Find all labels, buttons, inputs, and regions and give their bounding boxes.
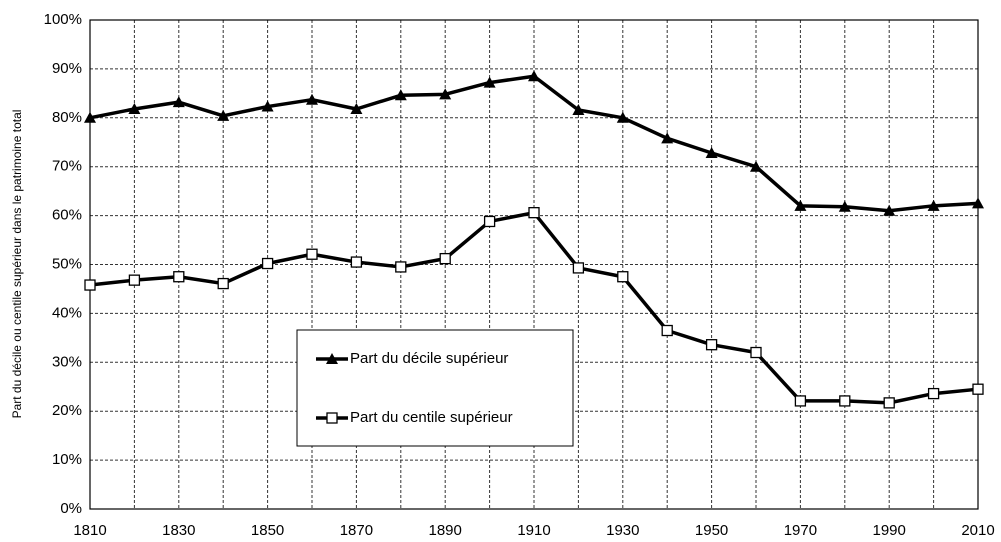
y-tick-label: 30% (52, 353, 82, 370)
triangle-marker (927, 199, 940, 211)
square-marker (794, 395, 807, 407)
square-marker (326, 412, 338, 424)
legend-box (296, 329, 574, 447)
legend-label: Part du décile supérieur (350, 350, 508, 367)
plot-frame (89, 19, 979, 510)
triangle-marker (128, 102, 141, 114)
square-marker (217, 277, 229, 290)
square-marker (395, 261, 407, 273)
x-tick-label: 1910 (517, 522, 550, 539)
square-marker (528, 207, 540, 219)
square-marker (84, 279, 96, 291)
square-marker (173, 271, 185, 283)
square-marker (128, 274, 141, 286)
triangle-marker (572, 103, 585, 115)
x-tick-label: 1950 (695, 522, 728, 539)
legend-label: Part du centile supérieur (350, 409, 513, 426)
x-tick-label: 1990 (873, 522, 906, 539)
square-marker (883, 397, 895, 409)
square-marker (750, 346, 762, 359)
x-tick-label: 1890 (429, 522, 462, 539)
x-tick-label: 1830 (162, 522, 195, 539)
square-marker (261, 257, 274, 270)
y-tick-label: 10% (52, 451, 82, 468)
triangle-marker (794, 199, 807, 211)
x-tick-label: 1930 (606, 522, 639, 539)
triangle-marker (883, 204, 896, 216)
triangle-marker (217, 109, 230, 121)
triangle-marker (838, 200, 851, 212)
triangle-marker (326, 353, 338, 364)
y-tick-label: 50% (52, 255, 82, 272)
y-tick-label: 60% (52, 207, 82, 224)
x-tick-label: 1870 (340, 522, 373, 539)
legend: Part du décile supérieur Part du centile … (296, 329, 574, 447)
y-tick-label: 90% (52, 60, 82, 77)
x-tick-label: 2010 (961, 522, 994, 539)
triangle-marker (84, 111, 96, 123)
y-axis-label: Part du décile ou centile supérieur dans… (10, 110, 24, 419)
triangle-marker (750, 160, 762, 172)
square-marker (705, 339, 718, 351)
triangle-marker (483, 76, 496, 88)
triangle-marker (439, 88, 452, 100)
square-marker (483, 215, 496, 228)
triangle-marker (306, 93, 318, 105)
square-marker (572, 262, 585, 274)
x-tick-label: 1970 (784, 522, 817, 539)
square-marker (439, 252, 451, 265)
y-tick-label: 70% (52, 158, 82, 175)
square-marker (927, 387, 940, 400)
y-tick-label: 20% (52, 402, 82, 419)
x-tick-label: 1850 (251, 522, 284, 539)
square-marker (306, 248, 318, 260)
triangle-marker (972, 197, 984, 209)
x-tick-label: 1810 (73, 522, 106, 539)
triangle-marker (661, 132, 674, 144)
triangle-marker (172, 96, 185, 108)
y-tick-label: 80% (52, 109, 82, 126)
triangle-marker (616, 111, 629, 123)
square-marker (839, 395, 851, 407)
square-marker (617, 271, 629, 283)
y-tick-label: 0% (60, 500, 82, 517)
y-tick-label: 100% (44, 11, 82, 28)
square-marker (972, 383, 984, 395)
triangle-marker (261, 100, 274, 112)
triangle-marker (705, 147, 718, 159)
triangle-marker (394, 89, 407, 101)
square-marker (350, 256, 363, 268)
triangle-marker (528, 70, 540, 82)
y-tick-label: 40% (52, 304, 82, 321)
square-marker (661, 324, 673, 337)
triangle-marker (350, 102, 363, 114)
